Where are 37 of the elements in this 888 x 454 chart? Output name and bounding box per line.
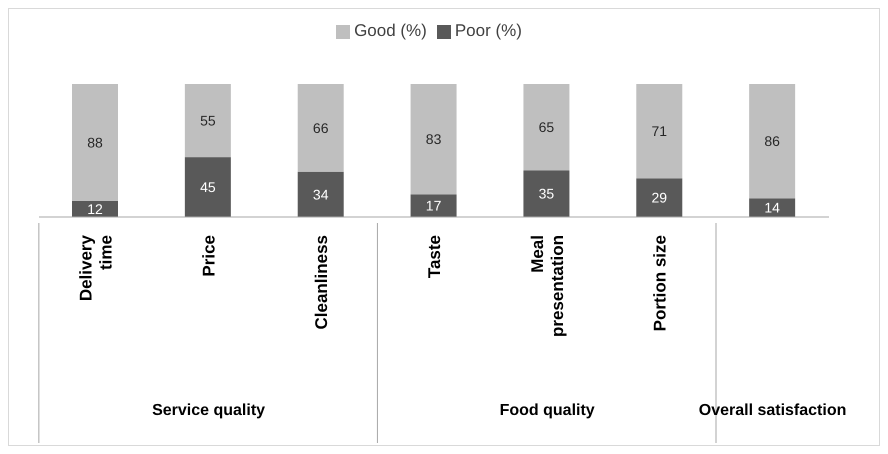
bar: [72, 84, 118, 202]
data-label: 86: [764, 133, 780, 150]
bar: [523, 170, 570, 217]
x-tick-label: Taste: [425, 235, 444, 278]
bar: [298, 84, 344, 172]
data-label: 35: [538, 186, 554, 202]
x-tick-label: Delivery time: [76, 234, 116, 302]
bar: [298, 172, 344, 217]
legend-label: Good (%): [354, 21, 427, 40]
x-tick-label: Cleanliness: [312, 235, 332, 330]
bar: [410, 194, 457, 217]
data-label: 88: [87, 134, 103, 150]
text: Food quality: [500, 402, 595, 419]
data-label: 55: [200, 112, 216, 129]
data-label: 34: [312, 186, 329, 202]
legend-label: Poor (%): [454, 21, 522, 40]
data-label: 65: [538, 119, 554, 136]
data-label: 66: [312, 120, 329, 136]
x-tick-label: Meal presentation: [528, 235, 567, 338]
data-label: 83: [426, 131, 442, 148]
bar: [523, 84, 570, 170]
data-label: 12: [87, 200, 103, 217]
x-tick-label: Portion size: [650, 235, 670, 332]
bar: [184, 157, 231, 217]
bar: [749, 84, 796, 198]
bar: [636, 84, 682, 178]
bar: [636, 178, 682, 217]
x-tick-label: Price: [199, 235, 218, 277]
data-label: 71: [651, 123, 668, 140]
data-label: 29: [651, 190, 668, 206]
text: Overall satisfaction: [698, 402, 846, 419]
bar: [410, 84, 457, 194]
data-label: 45: [200, 179, 216, 196]
data-label: 17: [426, 198, 442, 214]
data-label: 14: [764, 200, 780, 216]
text: Service quality: [152, 402, 266, 419]
bar: [184, 84, 231, 158]
